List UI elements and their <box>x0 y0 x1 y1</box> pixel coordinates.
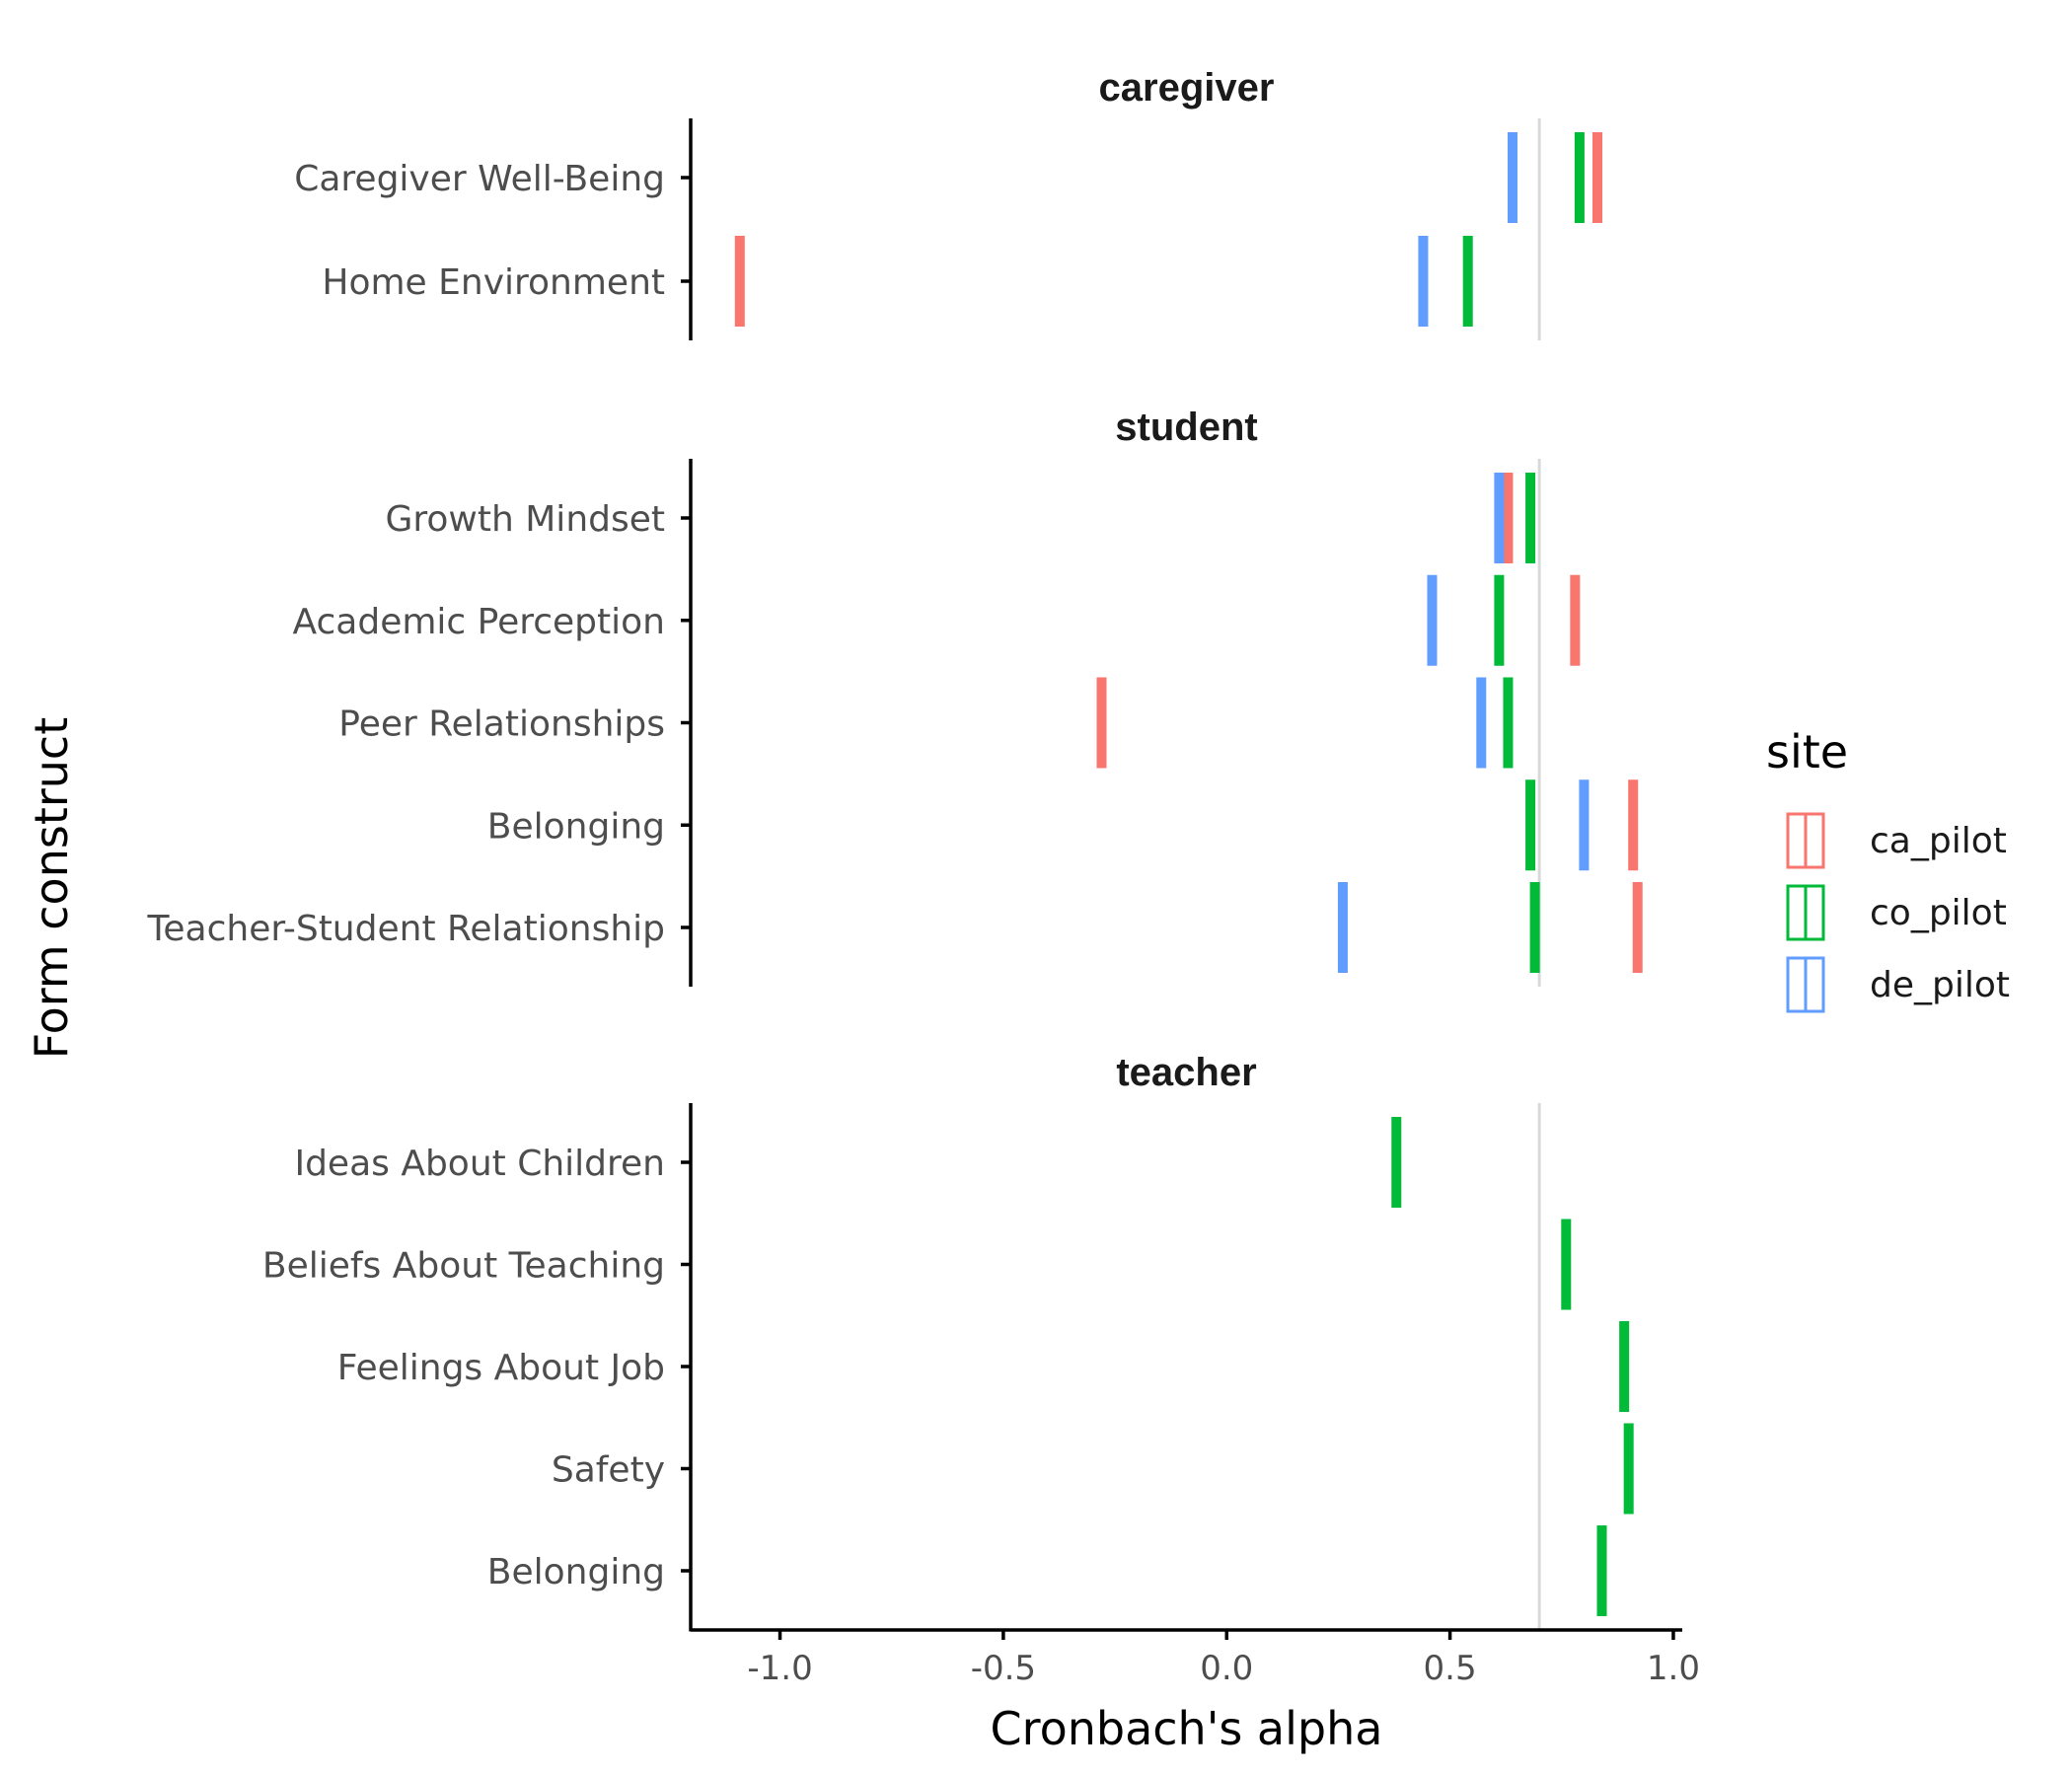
point-co_pilot <box>1596 1525 1607 1616</box>
facet-caregiver: caregiver Caregiver Well-Being Home Enviro… <box>294 66 1602 340</box>
y-tick-label: Caregiver Well-Being <box>294 159 665 199</box>
point-de_pilot <box>1476 677 1487 769</box>
legend-key-co_pilot: co_pilot <box>1786 884 2007 941</box>
point-co_pilot <box>1623 1423 1634 1515</box>
legend-key-ca_pilot: ca_pilot <box>1786 812 2007 869</box>
y-tick-label: Growth Mindset <box>386 499 666 540</box>
legend: site ca_pilot co_pilot de_pilot <box>1766 725 2010 1013</box>
facets: caregiver Caregiver Well-Being Home Enviro… <box>147 66 1643 1632</box>
point-ca_pilot <box>1503 473 1514 563</box>
point-co_pilot <box>1619 1321 1630 1412</box>
x-tick-label: 0.5 <box>1424 1649 1477 1688</box>
y-tick-label: Feelings About Job <box>337 1348 665 1388</box>
x-tick-label: 0.0 <box>1200 1649 1253 1688</box>
legend-title: site <box>1766 725 1848 778</box>
facet-student: student Growth Mindset Academic Perception… <box>147 406 1643 987</box>
point-co_pilot <box>1503 677 1514 769</box>
y-tick-label: Peer Relationships <box>338 704 665 745</box>
point-de_pilot <box>1427 574 1438 666</box>
y-tick-label: Teacher-Student Relationship <box>147 909 665 949</box>
point-de_pilot <box>1418 236 1429 327</box>
point-co_pilot <box>1561 1219 1572 1310</box>
point-co_pilot <box>1494 574 1505 666</box>
point-ca_pilot <box>1632 882 1643 973</box>
point-co_pilot <box>1525 473 1536 563</box>
x-tick-label: -0.5 <box>971 1649 1036 1688</box>
x-axis: -1.0 -0.5 0.0 0.5 1.0 <box>691 1628 1700 1688</box>
facet-title: teacher <box>1116 1051 1256 1094</box>
point-co_pilot <box>1391 1117 1402 1208</box>
point-ca_pilot <box>1628 779 1639 871</box>
legend-key-de_pilot: de_pilot <box>1786 956 2010 1013</box>
point-co_pilot <box>1529 882 1540 973</box>
point-ca_pilot <box>1591 132 1602 223</box>
point-de_pilot <box>1337 882 1348 973</box>
y-tick-label: Safety <box>552 1450 665 1491</box>
y-tick-label: Belonging <box>487 1552 665 1592</box>
point-co_pilot <box>1525 779 1536 871</box>
point-ca_pilot <box>1570 574 1581 666</box>
y-tick-label: Ideas About Children <box>294 1144 665 1184</box>
y-tick-label: Belonging <box>487 806 665 847</box>
x-axis-title: Cronbach's alpha <box>991 1702 1383 1755</box>
point-de_pilot <box>1494 473 1505 563</box>
point-co_pilot <box>1574 132 1585 223</box>
x-tick-label: -1.0 <box>747 1649 812 1688</box>
point-co_pilot <box>1462 236 1473 327</box>
legend-label: co_pilot <box>1870 893 2007 933</box>
legend-label: de_pilot <box>1870 965 2010 1005</box>
y-tick-label: Home Environment <box>322 262 665 303</box>
legend-label: ca_pilot <box>1870 821 2007 861</box>
point-de_pilot <box>1507 132 1517 223</box>
y-axis-title: Form construct <box>25 717 78 1059</box>
y-tick-label: Beliefs About Teaching <box>262 1246 665 1287</box>
point-ca_pilot <box>734 236 745 327</box>
x-tick-label: 1.0 <box>1647 1649 1700 1688</box>
facet-title: caregiver <box>1099 66 1275 110</box>
point-ca_pilot <box>1096 677 1107 769</box>
y-tick-label: Academic Perception <box>293 602 666 642</box>
facet-teacher: teacher Ideas About Children Beliefs About… <box>262 1051 1634 1632</box>
facet-title: student <box>1115 406 1257 449</box>
point-de_pilot <box>1579 779 1590 871</box>
